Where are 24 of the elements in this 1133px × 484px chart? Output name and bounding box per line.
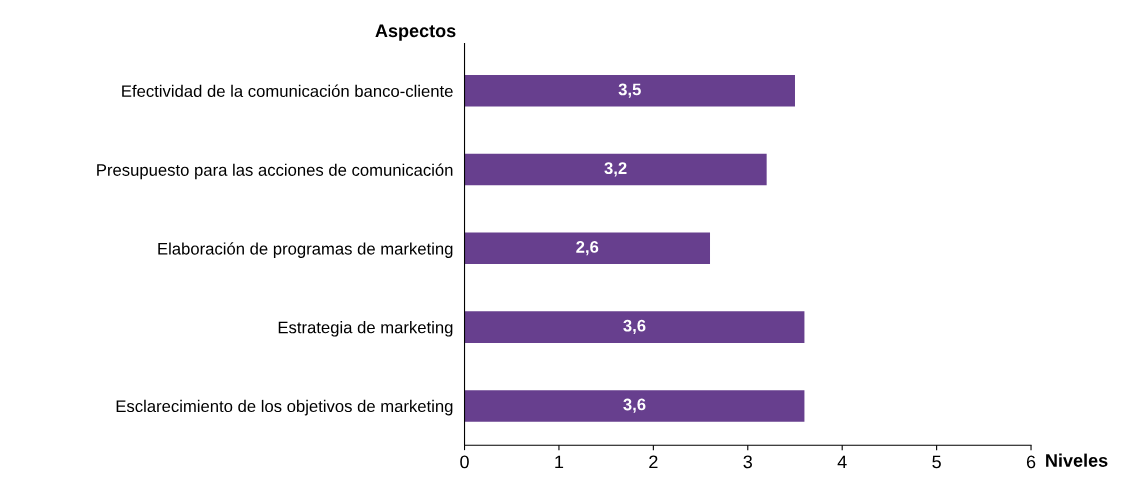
- bar: [464, 311, 805, 343]
- data-label: 3,2: [604, 162, 627, 177]
- x-axis-title: Niveles: [1046, 453, 1108, 467]
- y-tick-label: Esclarecimiento de los objetivos de marketing: [116, 399, 453, 416]
- x-tick-label: 6: [1026, 455, 1036, 469]
- x-tick-label: 2: [649, 455, 658, 469]
- y-tick-label: Presupuesto para las acciones de comunicación: [97, 163, 453, 180]
- y-tick-label: Estrategia de marketing: [278, 321, 453, 337]
- x-tick-label: 5: [932, 455, 941, 469]
- bar: [464, 75, 795, 107]
- data-label: 2,6: [576, 241, 599, 256]
- data-label: 3,5: [618, 83, 641, 98]
- y-tick-label: Elaboración de programas de marketing: [158, 242, 453, 258]
- data-label: 3,6: [623, 319, 646, 335]
- y-tick-label: Efectividad de la comunicación banco-cliente: [122, 84, 453, 98]
- data-label: 3,6: [623, 398, 646, 413]
- x-tick-label: 1: [555, 455, 564, 469]
- x-tick-label: 3: [743, 455, 753, 469]
- bar: [464, 232, 711, 265]
- x-tick-label: 0: [460, 455, 469, 469]
- x-tick-label: 4: [837, 455, 847, 469]
- bar: [464, 153, 767, 186]
- y-axis-title: Aspectos: [375, 24, 456, 41]
- bar: [464, 390, 805, 422]
